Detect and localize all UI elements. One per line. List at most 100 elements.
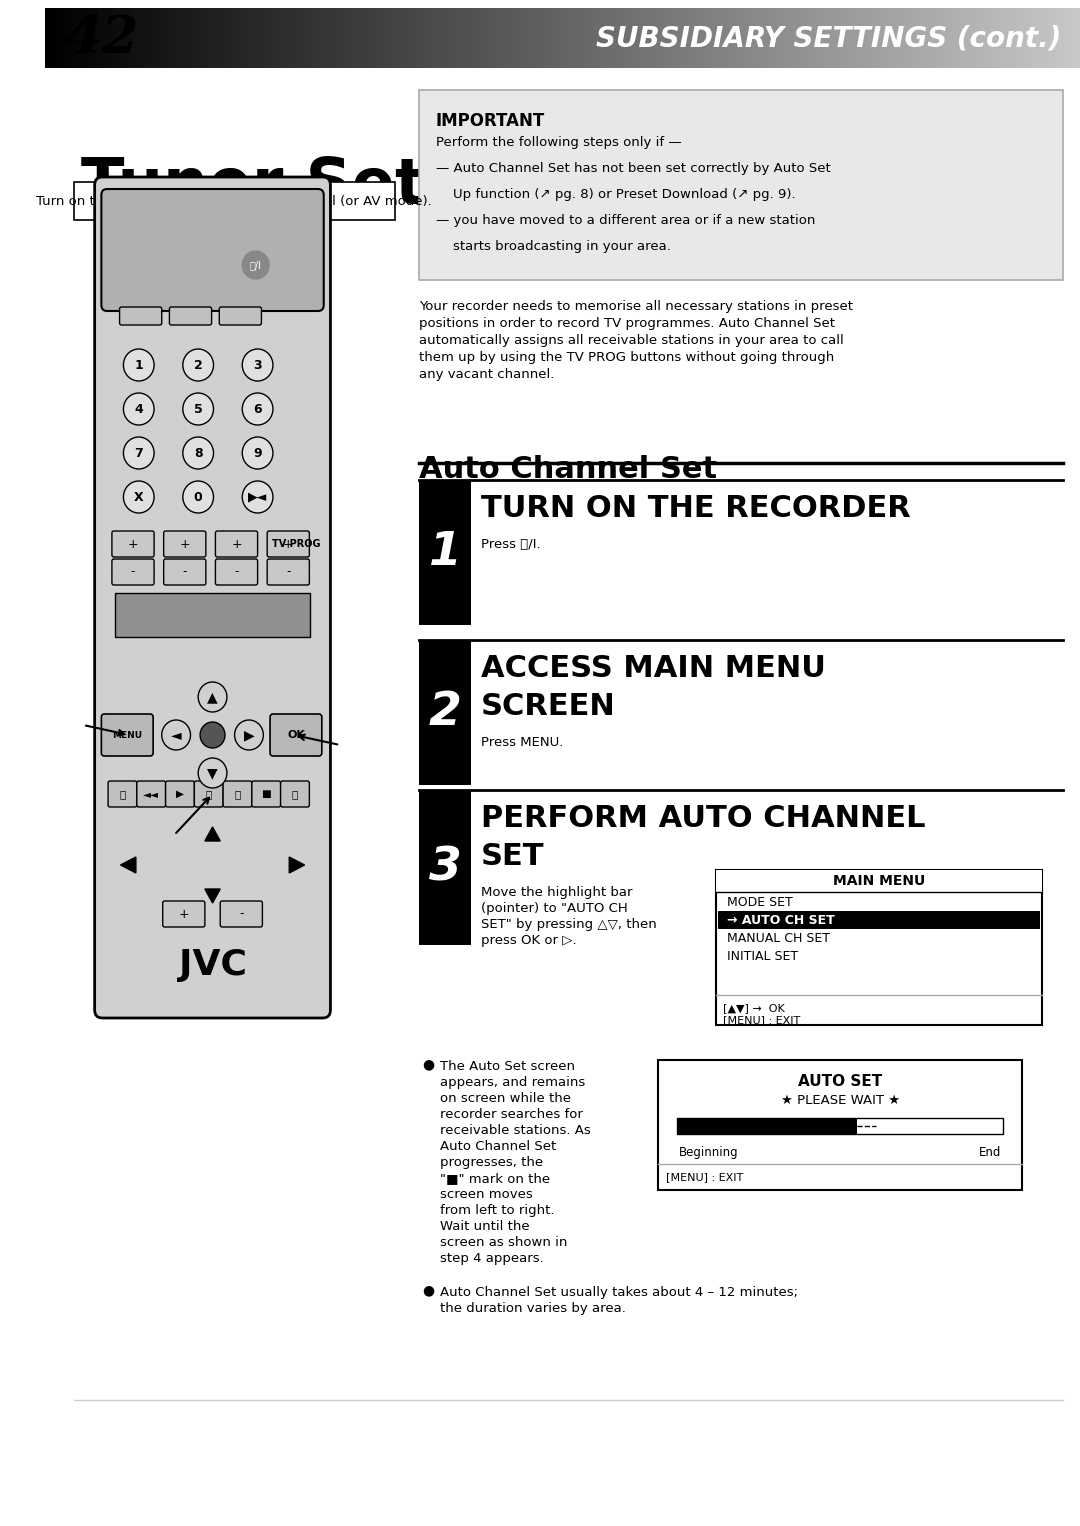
Text: screen moves: screen moves (440, 1189, 532, 1201)
Circle shape (234, 720, 264, 749)
Text: ●: ● (422, 1058, 434, 1071)
Text: ⏸: ⏸ (292, 789, 298, 800)
Text: starts broadcasting in your area.: starts broadcasting in your area. (436, 240, 671, 253)
FancyBboxPatch shape (163, 900, 205, 926)
Text: 3: 3 (254, 359, 262, 371)
Circle shape (123, 481, 154, 513)
Text: X: X (134, 490, 144, 504)
FancyBboxPatch shape (112, 559, 154, 584)
Text: on screen while the: on screen while the (440, 1093, 570, 1105)
Text: 4: 4 (134, 403, 144, 415)
Text: -: - (131, 566, 135, 578)
Circle shape (183, 349, 214, 382)
Text: ◄◄: ◄◄ (144, 789, 159, 800)
Text: automatically assigns all receivable stations in your area to call: automatically assigns all receivable sta… (419, 334, 843, 346)
Text: ⏩: ⏩ (205, 789, 212, 800)
Text: 8: 8 (194, 447, 202, 459)
Text: OK: OK (287, 729, 305, 740)
Text: Turn on the TV and select the VIDEO channel (or AV mode).: Turn on the TV and select the VIDEO chan… (37, 194, 432, 208)
Text: -: - (286, 566, 291, 578)
Text: 42: 42 (66, 12, 139, 64)
Text: MAIN MENU: MAIN MENU (833, 874, 924, 888)
Text: — Auto Channel Set has not been set correctly by Auto Set: — Auto Channel Set has not been set corr… (436, 162, 831, 175)
Circle shape (123, 349, 154, 382)
Text: the duration varies by area.: the duration varies by area. (440, 1302, 625, 1315)
FancyBboxPatch shape (215, 531, 258, 557)
Text: 1: 1 (134, 359, 144, 371)
Text: recorder searches for: recorder searches for (440, 1108, 582, 1122)
Text: Press ⏻/I.: Press ⏻/I. (481, 539, 541, 551)
FancyBboxPatch shape (252, 781, 281, 807)
Text: Perform the following steps only if —: Perform the following steps only if — (436, 136, 681, 150)
Bar (419, 790, 471, 945)
Text: 1: 1 (429, 530, 461, 575)
Text: The Auto Set screen: The Auto Set screen (440, 1061, 575, 1073)
Circle shape (200, 722, 225, 748)
Text: [▲▼] →  OK
[MENU] : EXIT: [▲▼] → OK [MENU] : EXIT (724, 1003, 800, 1024)
Text: Tuner Set: Tuner Set (81, 156, 426, 217)
Text: 5: 5 (193, 403, 203, 415)
Text: 7: 7 (134, 447, 144, 459)
FancyBboxPatch shape (170, 307, 212, 325)
Circle shape (183, 394, 214, 426)
Circle shape (242, 349, 273, 382)
Text: ▼: ▼ (207, 766, 218, 780)
Text: them up by using the TV PROG buttons without going through: them up by using the TV PROG buttons wit… (419, 351, 834, 365)
Text: ●: ● (422, 1283, 434, 1297)
FancyBboxPatch shape (270, 714, 322, 755)
FancyBboxPatch shape (716, 870, 1041, 1025)
Text: SET" by pressing △▽, then: SET" by pressing △▽, then (481, 919, 657, 931)
Text: Auto Channel Set: Auto Channel Set (419, 455, 717, 484)
Text: +: + (283, 537, 294, 551)
Text: progresses, the: progresses, the (440, 1157, 543, 1169)
Text: → AUTO CH SET: → AUTO CH SET (727, 914, 835, 926)
Text: [MENU] : EXIT: [MENU] : EXIT (666, 1172, 743, 1183)
Text: ★ PLEASE WAIT ★: ★ PLEASE WAIT ★ (781, 1094, 900, 1106)
Text: Beginning: Beginning (679, 1146, 739, 1160)
Polygon shape (205, 827, 220, 841)
Circle shape (123, 436, 154, 468)
Text: 0: 0 (193, 490, 203, 504)
Circle shape (198, 758, 227, 787)
FancyBboxPatch shape (164, 559, 206, 584)
Text: TV PROG: TV PROG (272, 539, 321, 549)
Text: ⏮: ⏮ (119, 789, 125, 800)
Text: 9: 9 (254, 447, 262, 459)
FancyBboxPatch shape (419, 90, 1063, 279)
FancyBboxPatch shape (102, 189, 324, 311)
FancyBboxPatch shape (73, 182, 394, 220)
FancyBboxPatch shape (137, 781, 165, 807)
Text: MENU: MENU (112, 731, 143, 740)
Polygon shape (289, 858, 305, 873)
Text: +: + (231, 537, 242, 551)
Text: End: End (980, 1146, 1001, 1160)
Text: ⏭: ⏭ (234, 789, 241, 800)
Text: — you have moved to a different area or if a new station: — you have moved to a different area or … (436, 214, 815, 227)
Text: positions in order to record TV programmes. Auto Channel Set: positions in order to record TV programm… (419, 317, 835, 330)
FancyBboxPatch shape (281, 781, 309, 807)
Text: 3: 3 (429, 845, 461, 890)
Text: -: - (234, 566, 239, 578)
Text: appears, and remains: appears, and remains (440, 1076, 585, 1090)
FancyBboxPatch shape (112, 531, 154, 557)
Text: 2: 2 (429, 690, 461, 736)
Text: from left to right.: from left to right. (440, 1204, 554, 1218)
Text: ■: ■ (261, 789, 271, 800)
Text: ▶: ▶ (244, 728, 254, 742)
FancyBboxPatch shape (102, 714, 153, 755)
FancyBboxPatch shape (224, 781, 252, 807)
Text: PERFORM AUTO CHANNEL: PERFORM AUTO CHANNEL (481, 804, 926, 833)
FancyBboxPatch shape (165, 781, 194, 807)
Text: ▶: ▶ (176, 789, 184, 800)
Circle shape (242, 250, 269, 279)
Text: +: + (178, 908, 189, 920)
Text: 2: 2 (193, 359, 203, 371)
Bar (718, 911, 1040, 929)
FancyBboxPatch shape (114, 594, 310, 636)
Text: Move the highlight bar: Move the highlight bar (481, 887, 633, 899)
Text: -: - (239, 908, 244, 920)
Text: AUTO SET: AUTO SET (798, 1074, 882, 1090)
Text: ▲: ▲ (207, 690, 218, 703)
FancyBboxPatch shape (120, 307, 162, 325)
Text: receivable stations. As: receivable stations. As (440, 1125, 591, 1137)
